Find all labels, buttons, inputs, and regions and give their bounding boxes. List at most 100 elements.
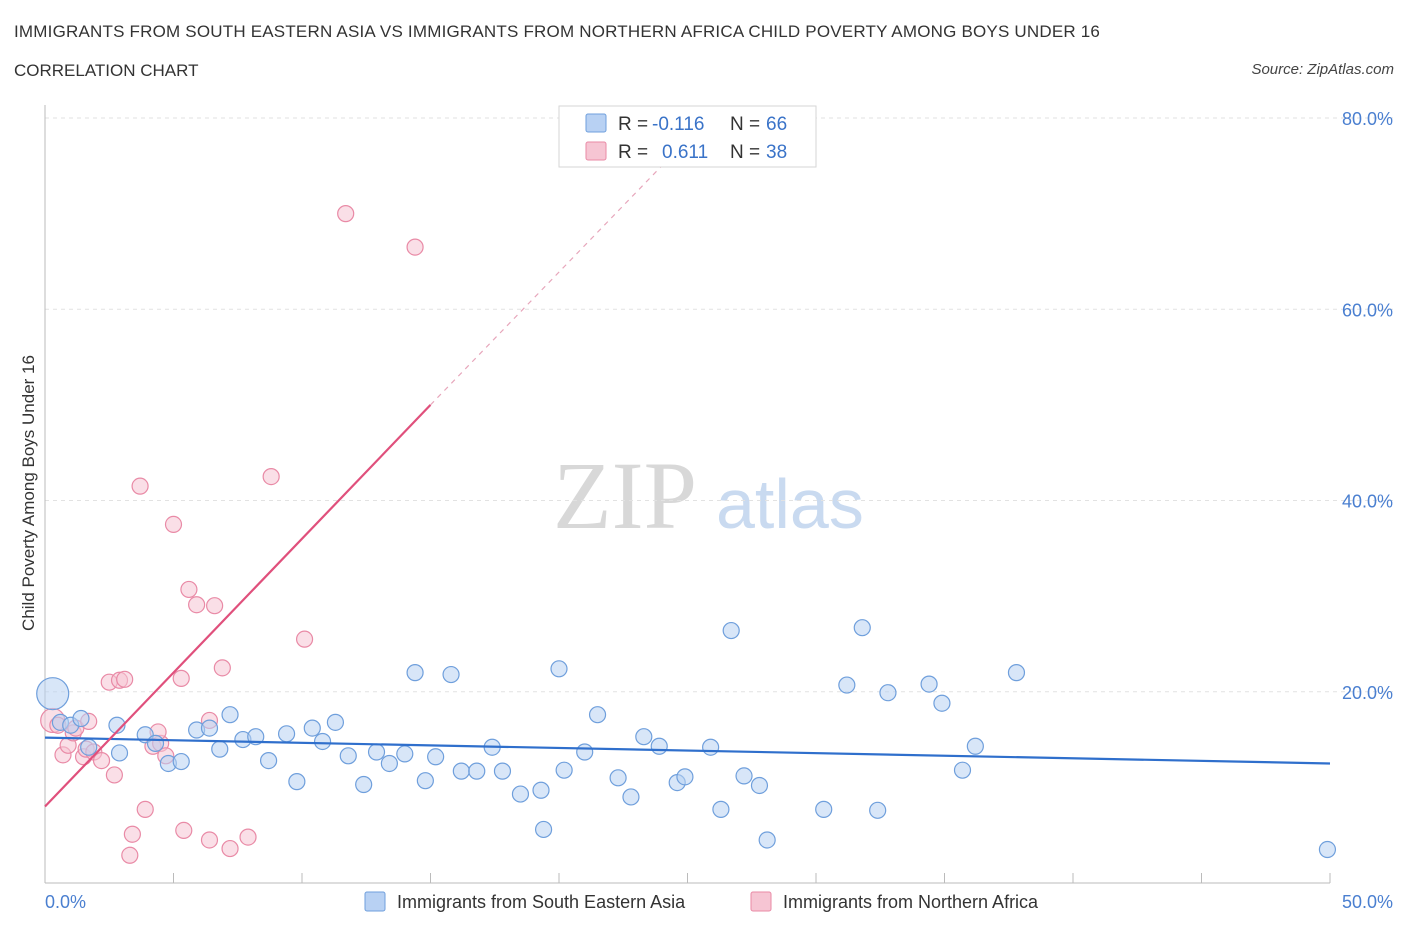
data-point-blue (609, 769, 627, 787)
data-point-blue (511, 785, 530, 803)
data-point-blue (313, 732, 332, 751)
data-point-blue (367, 743, 386, 761)
series-south-eastern-asia-points (36, 619, 1337, 859)
data-point-blue (427, 748, 445, 766)
data-point-blue (532, 781, 550, 799)
data-point-blue (172, 752, 190, 771)
trend-line-extension-pink (430, 165, 663, 406)
legend-r-value-1: -0.116 (652, 114, 704, 135)
gridlines (45, 117, 1395, 693)
data-point-blue (576, 743, 594, 761)
data-point-blue (869, 801, 887, 819)
data-point-blue (259, 751, 278, 770)
data-point-blue (735, 767, 753, 785)
data-point-blue (588, 706, 607, 724)
legend-r-label-1: R = (618, 114, 648, 135)
legend-r-label-2: R = (618, 142, 648, 163)
data-point-blue (555, 761, 573, 779)
data-point-pink (206, 597, 224, 615)
data-point-blue (468, 762, 486, 780)
watermark-atlas: atlas (716, 465, 864, 543)
bottom-legend-swatch-pink (750, 891, 772, 912)
data-point-pink (123, 825, 141, 843)
legend-swatch-blue (585, 113, 607, 133)
data-point-blue (146, 734, 165, 752)
data-point-blue (442, 665, 460, 684)
bottom-legend-swatch-blue (364, 891, 386, 912)
data-point-blue (416, 772, 434, 790)
data-point-blue (221, 706, 239, 724)
data-point-blue (838, 676, 856, 694)
data-point-blue (72, 709, 90, 728)
data-point-pink (221, 839, 239, 858)
data-point-pink (406, 238, 424, 256)
data-point-blue (1007, 664, 1026, 682)
data-point-pink (175, 821, 193, 840)
data-point-pink (105, 766, 123, 784)
data-point-blue (493, 762, 512, 780)
data-point-blue (933, 694, 951, 712)
data-point-blue (758, 831, 776, 849)
data-point-pink (116, 670, 134, 688)
data-point-blue (635, 728, 653, 746)
data-point-blue (702, 738, 720, 756)
y-tick-label-40: 40.0% (1342, 492, 1393, 512)
legend-n-value-1: 66 (766, 114, 787, 135)
data-point-blue (406, 664, 424, 682)
data-point-blue (550, 660, 568, 678)
legend-n-value-2: 38 (766, 142, 787, 163)
data-point-blue (326, 713, 345, 731)
y-tick-label-60: 60.0% (1342, 300, 1393, 320)
data-point-pink (136, 800, 154, 818)
legend-swatch-pink (585, 141, 607, 161)
data-point-blue (355, 775, 373, 794)
bottom-legend-label-1: Immigrants from South Eastern Asia (397, 892, 686, 912)
data-point-blue (750, 776, 769, 795)
legend-n-label-2: N = (730, 142, 760, 163)
series-northern-africa-points (40, 205, 424, 864)
data-point-blue (200, 719, 219, 737)
data-point-pink (180, 580, 198, 599)
data-point-pink (200, 831, 219, 849)
data-point-pink (121, 846, 139, 864)
legend-r-value-2: 0.611 (662, 142, 708, 163)
data-point-blue (712, 800, 730, 818)
data-point-blue (650, 737, 668, 755)
data-point-blue (953, 761, 972, 779)
data-point-blue (288, 773, 306, 791)
x-tick-label-max: 50.0% (1342, 892, 1393, 912)
data-point-pink (172, 669, 190, 687)
data-point-blue (966, 737, 984, 755)
source-label: Source: ZipAtlas.com (1251, 61, 1394, 78)
data-point-blue (534, 820, 553, 839)
y-axis-label: Child Poverty Among Boys Under 16 (19, 355, 38, 631)
trend-line-pink (44, 404, 432, 808)
data-point-blue (36, 677, 70, 711)
data-point-pink (213, 659, 231, 677)
data-point-pink (188, 596, 206, 614)
correlation-legend: R = -0.116 N = 66 R = 0.611 N = 38 (558, 105, 817, 168)
data-point-blue (452, 762, 470, 780)
data-point-blue (380, 754, 398, 773)
data-point-blue (247, 728, 265, 746)
data-point-blue (879, 684, 897, 702)
chart-subtitle: CORRELATION CHART (14, 61, 199, 80)
data-point-blue (722, 621, 740, 640)
data-point-pink (337, 205, 355, 223)
data-point-blue (1318, 840, 1337, 859)
data-point-blue (303, 719, 321, 737)
y-tick-label-80: 80.0% (1342, 109, 1393, 129)
x-tick-label-min: 0.0% (45, 892, 86, 912)
data-point-pink (295, 630, 314, 648)
data-point-blue (110, 744, 129, 762)
data-point-blue (853, 619, 871, 637)
data-point-blue (339, 747, 357, 765)
data-point-blue (622, 788, 640, 806)
y-tick-labels: 20.0% 40.0% 60.0% 80.0% (1342, 109, 1393, 703)
data-point-blue (211, 740, 229, 758)
trend-lines (44, 165, 1331, 808)
chart-title: IMMIGRANTS FROM SOUTH EASTERN ASIA VS IM… (14, 22, 1101, 41)
watermark-zip: ZIP (553, 442, 697, 549)
data-point-pink (131, 477, 149, 495)
